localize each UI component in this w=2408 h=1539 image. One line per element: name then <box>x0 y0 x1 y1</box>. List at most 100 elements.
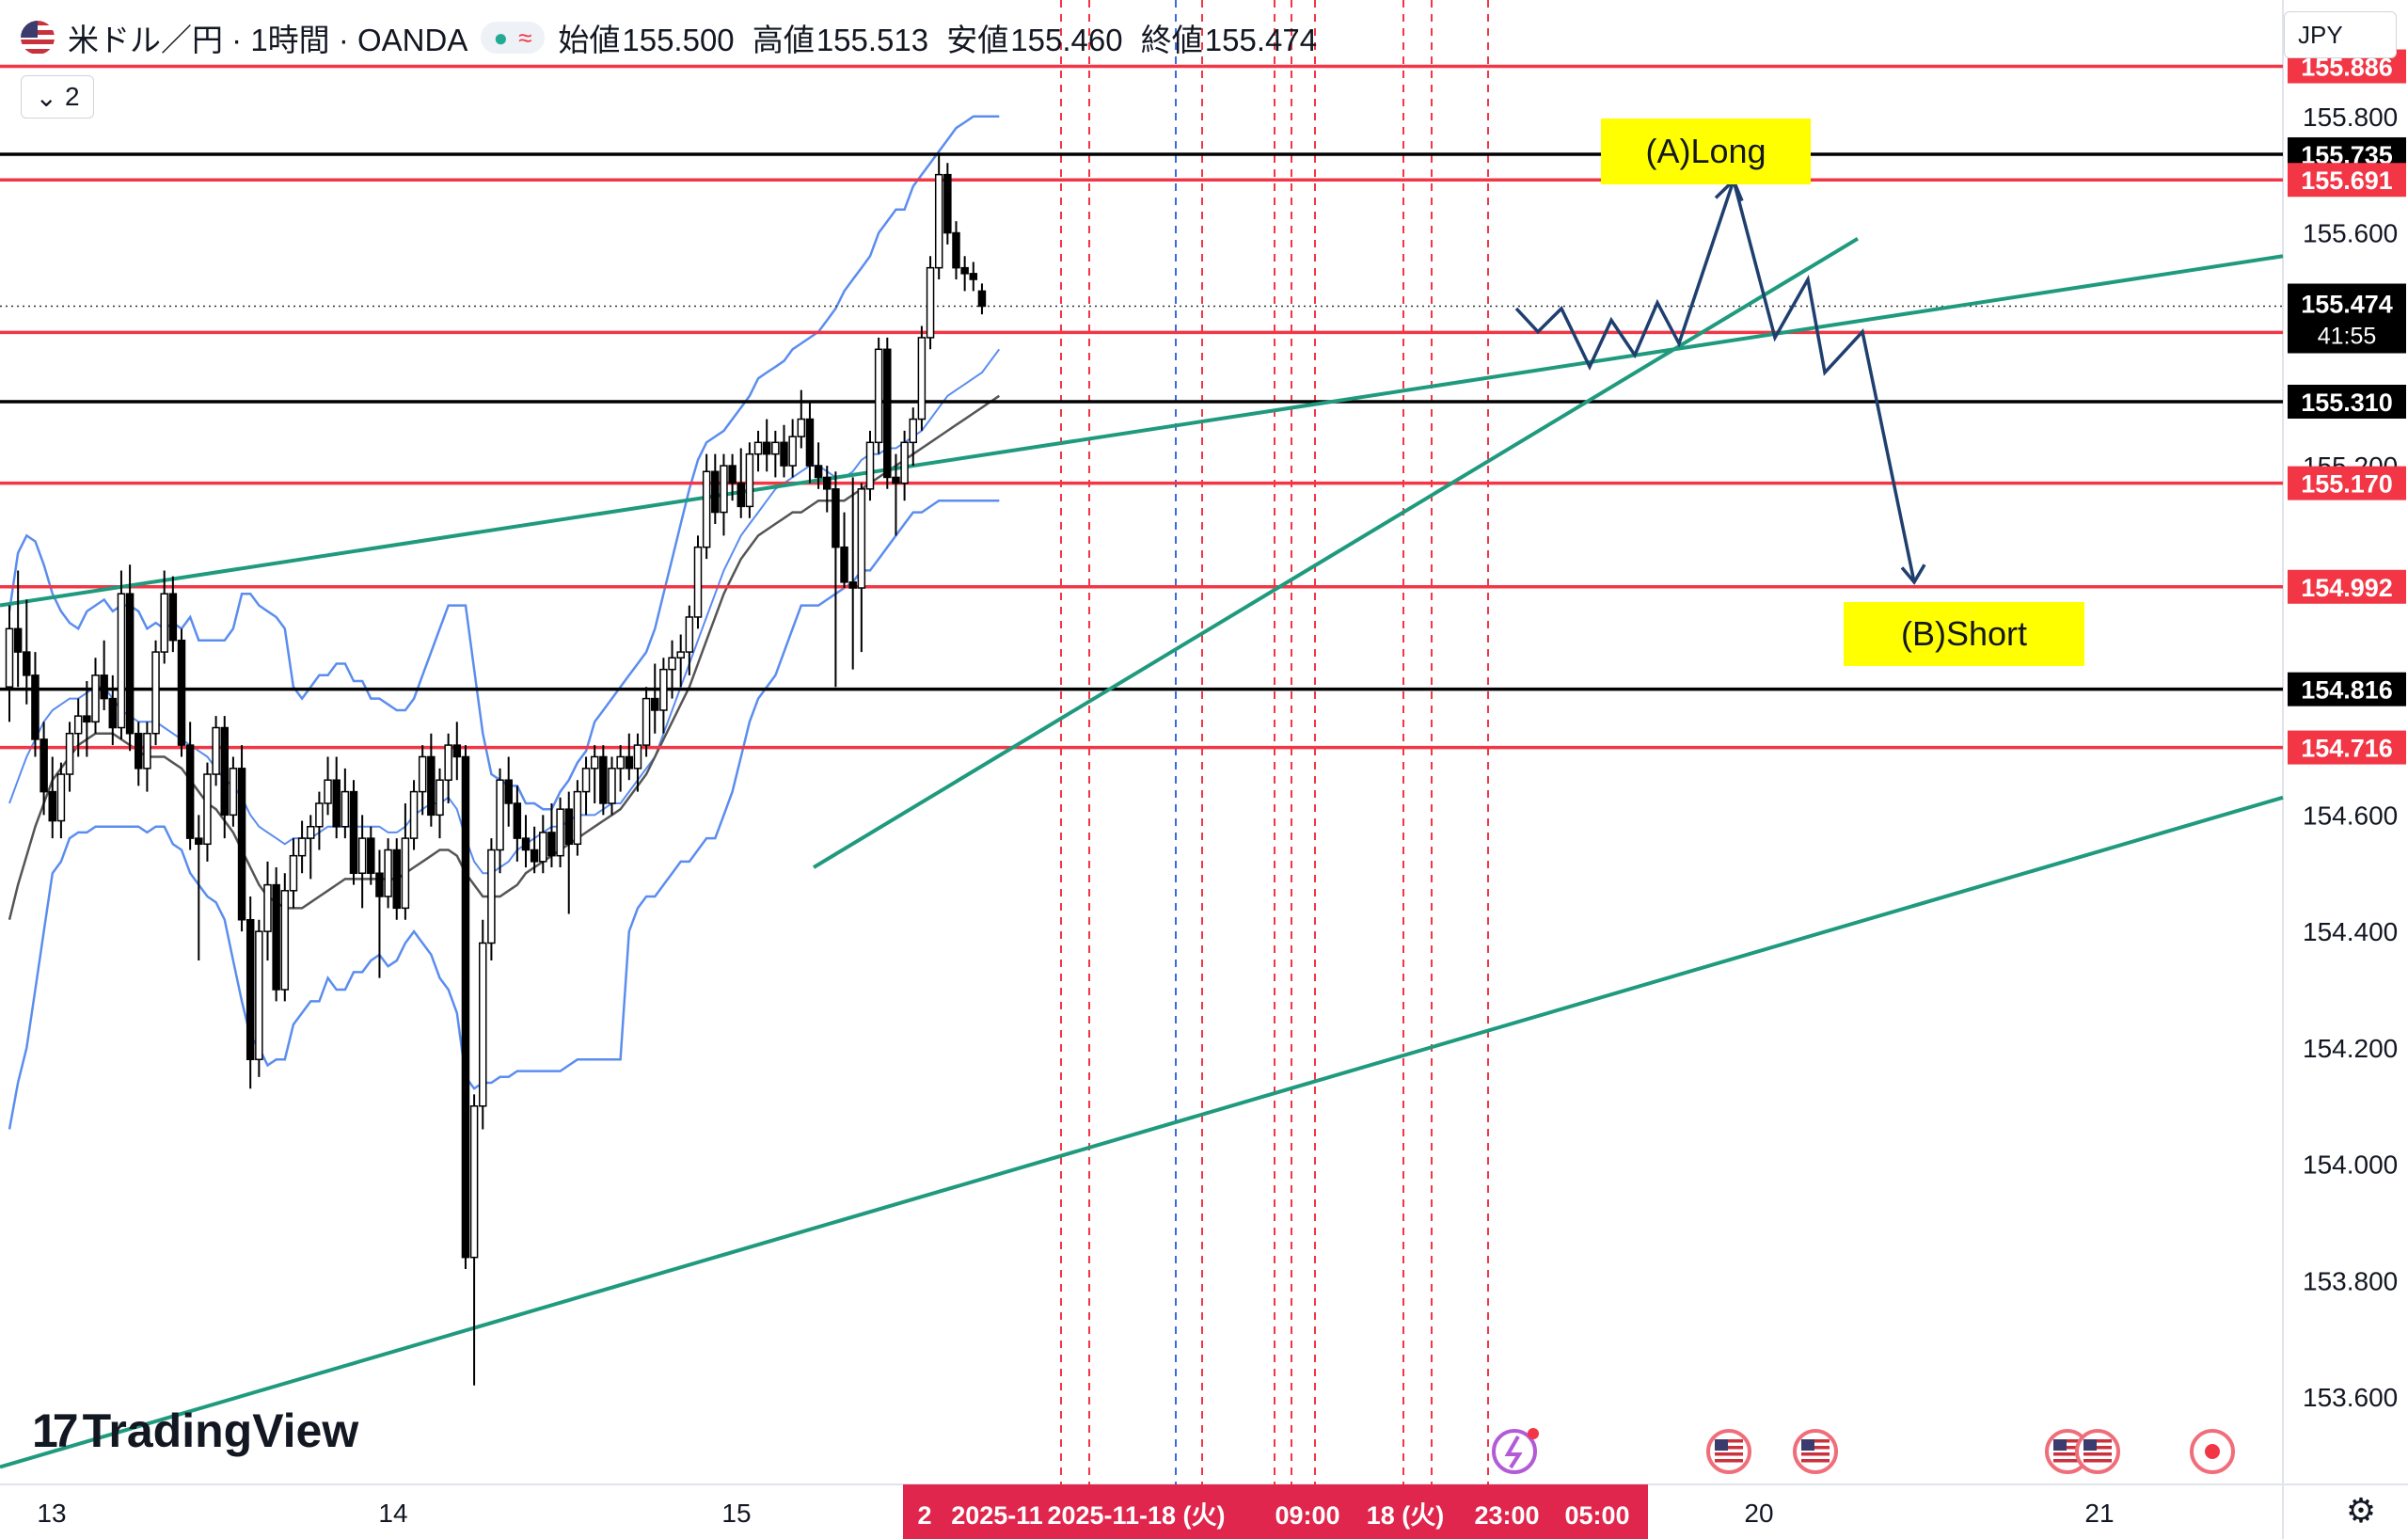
candle-body-down <box>737 482 745 508</box>
candle-body-down <box>952 231 960 269</box>
candle-body-up <box>702 470 711 548</box>
candle-body-up <box>117 593 126 729</box>
candle-body-up <box>151 651 160 735</box>
us-event-icon-stripe <box>2053 1459 2082 1463</box>
vertical-markers <box>1060 0 1489 1484</box>
price-tick-label: 154.600 <box>2303 801 2398 830</box>
us-event-icon-stripe <box>1715 1446 1743 1450</box>
us-event-icon-stripe <box>1801 1446 1830 1450</box>
candle-body-down <box>832 488 840 548</box>
candlesticks <box>5 153 987 1386</box>
level-price-tag <box>2288 163 2406 198</box>
candle-body-up <box>857 488 866 589</box>
candle-body-down <box>805 418 815 467</box>
candle-body-up <box>909 418 917 444</box>
candle-body-up <box>917 337 927 420</box>
candle-body-up <box>409 790 419 839</box>
candle-body-up <box>91 674 100 723</box>
currency-selector[interactable]: JPY <box>2284 11 2397 58</box>
candle-body-up <box>573 790 582 846</box>
level-price-tag <box>2288 466 2406 500</box>
symbol-title[interactable]: 米ドル／円 · 1時間 · OANDA <box>68 23 468 57</box>
us-event-icon-stripe <box>1715 1439 1743 1443</box>
us-event-icon-stripe <box>1801 1459 1830 1463</box>
candle-body-up <box>255 930 263 1061</box>
us-event-icon <box>1793 1429 1838 1474</box>
candle-body-up <box>212 726 220 775</box>
tradingview-logo-text: TradingView <box>82 1404 359 1457</box>
us-event-icon-stripe <box>2083 1452 2112 1456</box>
candle-body-down <box>977 290 987 308</box>
candle-body-down <box>530 849 539 863</box>
time-highlight-label: 09:00 <box>1275 1501 1339 1530</box>
currency-label: JPY <box>2298 20 2343 49</box>
time-tick-label: 15 <box>721 1499 751 1528</box>
us-event-icon-stripe <box>1801 1452 1830 1456</box>
candle-body-up <box>590 755 599 770</box>
trendlines <box>0 237 2284 1469</box>
candle-body-up <box>324 779 332 804</box>
us-event-icon-stripe <box>1801 1439 1830 1443</box>
candle-body-up <box>539 832 547 863</box>
candle-body-down <box>848 581 857 589</box>
us-event-icon-stripe <box>1715 1459 1743 1463</box>
candle-body-up <box>436 779 444 817</box>
low-label: 安値 <box>946 23 1009 57</box>
us-event-icon-stripe <box>2083 1446 2112 1450</box>
time-tick-label: 20 <box>1744 1499 1773 1528</box>
candle-body-up <box>753 441 763 455</box>
candle-body-up <box>65 732 74 775</box>
time-highlight-label: 2 <box>917 1501 931 1530</box>
candle-body-up <box>469 1105 479 1259</box>
candle-body-up <box>229 768 238 817</box>
candle-body-down <box>823 476 832 490</box>
us-event-icon-canton <box>1801 1439 1814 1451</box>
level-price-label: 155.170 <box>2301 470 2393 499</box>
candle-body-up <box>874 348 883 444</box>
lightning-bolt-icon <box>1504 1435 1523 1469</box>
candle-body-down <box>177 639 186 746</box>
candle-body-up <box>720 465 728 514</box>
candle-body-up <box>160 593 168 653</box>
time-range-highlight <box>903 1484 1648 1539</box>
candle-body-down <box>220 726 229 817</box>
price-tick-label: 154.400 <box>2303 917 2398 946</box>
candle-body-down <box>513 802 522 839</box>
candle-body-down <box>40 738 48 793</box>
candle-body-down <box>943 173 952 234</box>
candle-body-up <box>280 890 290 991</box>
lightning-event-icon <box>1492 1429 1537 1474</box>
price-tick-label: 155.800 <box>2303 103 2398 132</box>
candle-body-down <box>349 790 358 874</box>
annotation-box <box>1601 119 1811 184</box>
candle-body-down <box>762 441 771 455</box>
candle-body-down <box>392 849 401 910</box>
price-axis[interactable]: 155.800155.600155.200154.600154.400154.2… <box>2288 49 2406 1413</box>
candle-body-up <box>745 452 754 508</box>
us-event-icon-stripe <box>2053 1446 2082 1450</box>
high-label: 高値 <box>752 23 815 57</box>
tradingview-logo[interactable]: 17 TradingView <box>32 1404 358 1458</box>
time-axis[interactable]: 13 14 15 20 21 2 2025-11 2025-11-18 (火) 09:00 18 … <box>37 1484 2115 1539</box>
horizontal-levels <box>0 64 2283 750</box>
indicator-collapse-button[interactable]: ⌄ 2 <box>21 75 94 119</box>
short-arrowhead <box>1900 563 1926 585</box>
candle-body-up <box>297 837 307 857</box>
us-event-icon <box>2075 1429 2120 1474</box>
level-price-label: 154.992 <box>2301 574 2393 602</box>
time-tick-label: 13 <box>37 1499 66 1528</box>
settings-gear-icon[interactable]: ⚙ <box>2345 1491 2377 1530</box>
current-price-label: 155.474 <box>2301 291 2393 319</box>
candle-body-down <box>31 674 40 740</box>
notification-dot-icon <box>1528 1428 1539 1439</box>
candle-body-down <box>564 808 573 846</box>
candle-body-down <box>135 732 143 770</box>
time-highlight-label: 2025-11-18 (火) <box>1047 1501 1225 1530</box>
candle-body-up <box>315 802 324 828</box>
candle-body-up <box>693 546 703 618</box>
candle-body-up <box>934 173 943 269</box>
indicator-count: 2 <box>64 82 80 111</box>
market-status[interactable]: ● ≈ <box>481 22 546 54</box>
candle-body-down <box>195 837 203 846</box>
